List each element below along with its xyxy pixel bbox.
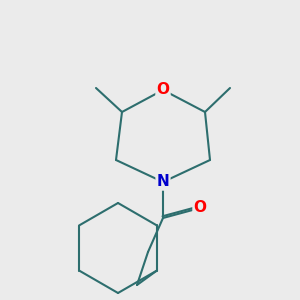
Text: O: O — [194, 200, 206, 215]
Text: O: O — [157, 82, 169, 98]
Text: N: N — [157, 175, 169, 190]
